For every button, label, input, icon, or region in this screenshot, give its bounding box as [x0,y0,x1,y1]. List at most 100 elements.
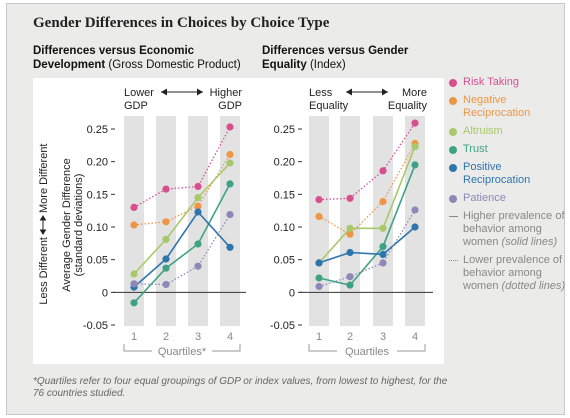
legend-solid-italic: (solid lines) [501,236,558,248]
data-point [130,221,138,229]
data-point [379,243,387,251]
legend-item: Altruism [449,125,567,138]
bracket-left [308,344,337,352]
data-point [162,280,170,289]
series-line [318,209,416,288]
top-right-label: Equality [388,100,428,112]
chart1-title-bold-2: Development [33,59,106,71]
y-tick-label: 0 [102,287,108,299]
legend-solid-note: Higher prevalence of behavior among wome… [449,210,567,249]
quartile-band [188,116,208,326]
quartile-band [373,116,393,326]
side-label-group: Less Different More Different [38,144,50,305]
data-point [226,243,234,251]
data-point [194,194,202,202]
data-point [315,282,323,291]
legend-solid-text: Higher prevalence of behavior among wome… [463,210,565,248]
y-tick-label: 0.15 [274,189,295,201]
top-left-label: Equality [309,100,349,112]
series-line [318,122,416,201]
arrow-head-left [346,88,352,96]
chart1-title-bold: Differences versus Economic [33,45,195,57]
legend-item: Negative Reciprocation [449,94,567,120]
data-point [411,206,419,214]
data-point [194,240,202,248]
arrow-head-right [382,88,388,96]
bracket-right [212,344,241,352]
y-tick-label: -0.05 [83,320,108,332]
x-tick-label: 2 [347,331,353,343]
x-tick-label: 2 [163,331,169,343]
series-line [133,154,231,226]
chart2-title-rest: (Index) [309,59,346,71]
y-tick-label: 0.20 [274,157,295,169]
y-tick-label: 0.05 [274,255,295,267]
series-line [318,226,416,264]
series-line [133,214,231,286]
data-point [346,273,354,281]
legend: Risk Taking Negative Reciprocation Altruis… [449,76,567,298]
x-tick-label: 1 [131,331,137,343]
data-point [226,180,234,188]
data-point [226,211,234,219]
series-line [318,143,416,236]
data-point [315,259,323,267]
y-tick-label: 0.10 [87,222,108,234]
y-tick-label: 0.20 [87,157,108,169]
series-line [133,210,231,288]
legend-dotted-italic: (dotted lines) [501,280,566,292]
legend-item: Trust [449,143,567,156]
footnote: *Quartiles refer to four equal groupings… [33,376,448,399]
chart1-title-rest: (Gross Domestic Product) [108,59,241,71]
data-point [194,182,202,191]
data-point [346,230,354,238]
top-left-label: Less [309,87,333,99]
top-right-label: More [402,87,427,99]
data-point [130,299,138,307]
data-point [226,159,234,167]
chart1-title: Differences versus Economic Development … [33,44,258,72]
y-axis-label: Average Gender Difference [61,158,73,292]
legend-swatch [449,128,457,136]
data-point [162,235,170,243]
legend-dotted-note: Lower prevalence of behavior among women… [449,254,567,293]
series-line [318,164,416,286]
data-point [194,208,202,216]
y-tick-label: 0 [289,287,295,299]
series-line [318,146,416,264]
data-point [346,224,354,232]
y-axis-label-sub: (standard deviations) [73,174,85,277]
legend-label: Altruism [463,125,503,137]
data-point [411,161,419,169]
data-point [130,270,138,278]
top-left-label: Lower [124,87,154,99]
chart2-title-bold: Differences versus Gender [262,45,409,57]
x-tick-label: 3 [195,331,201,343]
data-point [411,119,419,127]
y-tick-label: 0.25 [274,124,295,136]
series-line [133,183,231,304]
legend-item: Positive Reciprocation [449,161,567,187]
legend-label: Patience [463,192,506,204]
chart2-title-bold-2: Equality [262,59,307,71]
series-line [133,126,231,208]
data-point [130,203,138,211]
data-point [379,250,387,258]
legend-dotted-text: Lower prevalence of behavior among women [463,254,563,292]
data-point [411,143,419,151]
arrow-head-right [197,88,203,96]
data-point [194,262,202,270]
bracket-right [397,344,426,352]
top-right-label: GDP [218,100,242,112]
legend-swatch [449,79,457,87]
data-point [346,281,354,289]
x-tick-label: 4 [227,331,233,343]
legend-swatch [449,97,457,105]
data-point [346,248,354,257]
data-point [130,280,138,288]
y-tick-label: 0.15 [87,189,108,201]
solid-line-swatch [449,216,458,217]
quartile-band [340,116,360,326]
data-point [194,202,202,210]
ylabel-group: Average Gender Difference (standard devia… [61,158,85,292]
